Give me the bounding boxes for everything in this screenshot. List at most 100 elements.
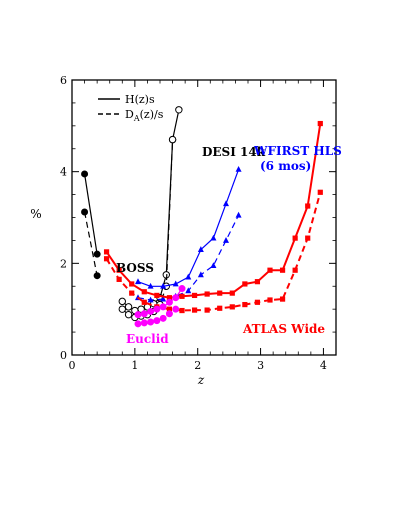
series-wfirst-da bbox=[135, 211, 242, 303]
data-point bbox=[124, 310, 133, 319]
data-point bbox=[279, 267, 286, 273]
series-boss-da bbox=[81, 208, 101, 280]
data-point bbox=[191, 292, 198, 299]
data-point bbox=[267, 297, 273, 303]
data-point bbox=[197, 271, 204, 278]
data-point bbox=[147, 318, 155, 326]
data-point bbox=[134, 311, 142, 319]
legend: H(z)s DA(z)/s bbox=[98, 93, 164, 123]
data-point bbox=[93, 250, 101, 258]
data-point bbox=[116, 267, 122, 273]
data-point bbox=[217, 290, 223, 296]
x-tick-label: 0 bbox=[69, 359, 76, 372]
y-tick-label: 6 bbox=[60, 74, 67, 87]
plot-area: 0 1 2 3 4 0 2 4 6 bbox=[60, 74, 337, 372]
data-point bbox=[134, 320, 142, 328]
data-point bbox=[124, 303, 133, 311]
label-euclid: Euclid bbox=[126, 332, 169, 346]
data-point bbox=[175, 106, 183, 114]
data-point bbox=[305, 235, 311, 241]
data-point bbox=[166, 295, 173, 301]
label-atlas: ATLAS Wide bbox=[242, 322, 325, 336]
data-point bbox=[153, 305, 161, 313]
data-point bbox=[81, 170, 89, 178]
label-desi: DESI 14k bbox=[202, 145, 266, 159]
series-atlas-h bbox=[103, 120, 323, 301]
data-point bbox=[93, 272, 101, 280]
data-point bbox=[172, 294, 180, 302]
data-point bbox=[254, 279, 261, 285]
y-axis-label: % bbox=[30, 207, 41, 221]
data-point bbox=[185, 287, 192, 294]
data-point bbox=[141, 289, 147, 295]
data-point bbox=[235, 211, 242, 218]
series-line bbox=[137, 214, 240, 301]
plot-frame bbox=[71, 79, 337, 356]
data-point bbox=[178, 285, 186, 293]
data-point bbox=[116, 276, 122, 282]
data-point bbox=[165, 298, 173, 306]
data-point bbox=[159, 314, 167, 322]
x-tick-label: 3 bbox=[257, 359, 264, 372]
data-point bbox=[103, 249, 110, 255]
data-point bbox=[229, 304, 235, 310]
data-point bbox=[147, 307, 155, 315]
x-tick-label: 4 bbox=[320, 359, 327, 372]
data-point bbox=[160, 282, 167, 289]
data-point bbox=[135, 278, 141, 285]
data-point bbox=[153, 317, 161, 325]
x-axis-label: z bbox=[197, 373, 205, 387]
y-tick-label: 4 bbox=[60, 166, 67, 179]
data-point bbox=[185, 273, 192, 280]
data-point bbox=[317, 189, 323, 195]
data-point bbox=[140, 319, 148, 327]
data-point bbox=[179, 307, 185, 314]
data-point bbox=[292, 267, 298, 273]
data-point bbox=[292, 235, 298, 241]
data-point bbox=[204, 291, 210, 297]
series-layer bbox=[81, 106, 323, 328]
data-point bbox=[267, 267, 273, 273]
series-line bbox=[84, 173, 98, 255]
data-point bbox=[172, 280, 179, 287]
data-point bbox=[235, 165, 242, 172]
data-point bbox=[147, 296, 154, 303]
data-point bbox=[254, 299, 261, 305]
data-point bbox=[118, 305, 126, 313]
data-point bbox=[242, 301, 248, 308]
legend-entry-h: H(z)s bbox=[125, 93, 155, 106]
data-point bbox=[305, 203, 311, 209]
y-tick-label: 0 bbox=[60, 349, 67, 362]
series-line bbox=[84, 211, 98, 276]
data-point bbox=[279, 296, 286, 302]
data-point bbox=[223, 237, 229, 243]
data-point bbox=[210, 262, 217, 269]
data-point bbox=[147, 282, 154, 289]
data-point bbox=[165, 310, 173, 318]
axis-ticks: 0 1 2 3 4 0 2 4 6 bbox=[60, 74, 336, 372]
data-point bbox=[317, 120, 323, 127]
label-boss: BOSS bbox=[116, 261, 154, 275]
x-tick-label: 2 bbox=[194, 359, 201, 372]
series-boss-h bbox=[81, 170, 101, 258]
data-point bbox=[197, 246, 204, 252]
data-point bbox=[217, 305, 223, 311]
series-euclid-h bbox=[134, 285, 186, 319]
label-wfirst-line1: WFIRST HLS bbox=[253, 144, 342, 158]
data-point bbox=[210, 234, 217, 241]
data-point bbox=[140, 310, 148, 318]
data-point bbox=[103, 256, 110, 262]
data-point bbox=[179, 293, 185, 299]
data-point bbox=[166, 306, 173, 312]
label-wfirst-line2: (6 mos) bbox=[260, 159, 311, 173]
data-point bbox=[129, 281, 135, 287]
data-point bbox=[159, 303, 167, 311]
data-point bbox=[204, 307, 210, 313]
series-euclid-da bbox=[134, 305, 180, 328]
data-point bbox=[223, 200, 229, 207]
data-point bbox=[81, 208, 89, 216]
y-tick-label: 2 bbox=[60, 257, 67, 270]
data-point bbox=[229, 290, 235, 296]
data-point bbox=[191, 307, 198, 313]
